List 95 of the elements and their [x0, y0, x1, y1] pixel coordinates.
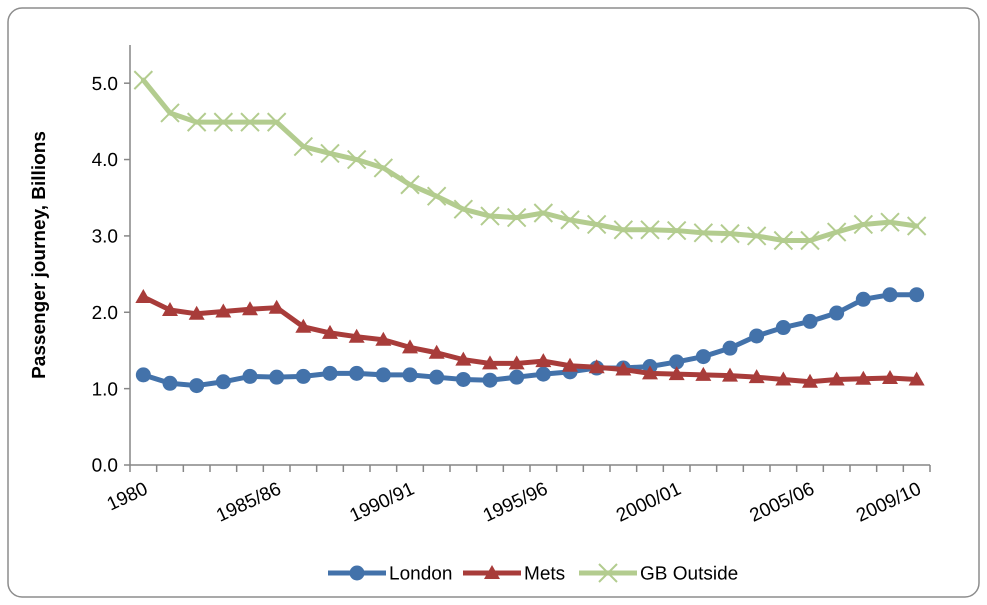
point: [773, 230, 794, 250]
point: [882, 370, 898, 384]
point: [295, 318, 312, 333]
y-tick-label: 5.0: [92, 74, 118, 95]
point: [909, 287, 924, 302]
point: [456, 372, 471, 387]
point: [908, 371, 925, 386]
point: [133, 70, 154, 90]
point: [400, 174, 420, 195]
point: [482, 355, 498, 370]
point: [296, 368, 311, 384]
point: [213, 112, 234, 132]
point: [802, 314, 818, 329]
point: [800, 230, 820, 250]
point: [322, 366, 338, 381]
point: [135, 289, 152, 303]
y-tick-label: 0.0: [92, 456, 118, 477]
point: [775, 371, 792, 386]
point: [160, 102, 180, 123]
point: [480, 206, 500, 226]
point: [293, 136, 314, 157]
point: [535, 353, 552, 368]
point: [536, 366, 551, 382]
point: [322, 324, 338, 339]
point: [856, 292, 871, 307]
point: [346, 150, 367, 170]
point: [429, 370, 444, 385]
legend-label: London: [389, 564, 452, 585]
point: [666, 220, 687, 241]
point: [402, 367, 418, 382]
point: [802, 374, 818, 388]
point: [826, 222, 847, 242]
point: [348, 328, 365, 343]
point: [373, 158, 394, 178]
point: [588, 359, 605, 374]
point: [455, 352, 472, 366]
point: [642, 365, 658, 380]
point: [508, 355, 525, 370]
legend-label: GB Outside: [640, 564, 738, 585]
y-tick-label: 4.0: [92, 150, 118, 172]
point: [242, 368, 258, 384]
point: [186, 112, 207, 132]
point: [640, 220, 660, 240]
point: [562, 358, 578, 372]
point: [509, 370, 524, 385]
legend-label: Mets: [524, 564, 566, 585]
point: [453, 199, 474, 220]
point: [482, 372, 498, 388]
point: [722, 340, 738, 356]
point: [320, 143, 340, 164]
point: [533, 203, 554, 223]
point: [776, 320, 791, 336]
y-tick-label: 1.0: [92, 379, 118, 400]
point: [240, 112, 260, 132]
point: [215, 304, 232, 318]
point: [749, 328, 764, 344]
point: [853, 214, 874, 234]
point: [188, 306, 205, 320]
point: [242, 301, 258, 316]
x-tick-label: 1980: [104, 478, 152, 516]
point: [216, 374, 231, 390]
point: [906, 216, 927, 236]
point: [669, 354, 684, 370]
point: [269, 370, 284, 385]
point: [722, 368, 738, 382]
point: [189, 378, 204, 394]
y-axis-title: Passenger journey, Billions: [29, 131, 50, 379]
point: [375, 332, 392, 346]
point: [855, 370, 872, 385]
point: [506, 208, 527, 228]
point: [828, 371, 845, 386]
point: [266, 112, 287, 132]
point: [426, 186, 447, 206]
point: [668, 366, 685, 380]
point: [880, 212, 900, 232]
point: [162, 302, 178, 316]
point: [586, 214, 607, 234]
point: [136, 367, 151, 382]
point: [746, 226, 767, 246]
point: [829, 306, 844, 321]
point: [376, 367, 391, 382]
y-tick-label: 3.0: [92, 226, 118, 248]
point: [402, 339, 418, 354]
point: [693, 222, 714, 243]
y-tick-label: 2.0: [92, 302, 118, 324]
point: [349, 366, 364, 381]
point: [560, 210, 580, 230]
point: [748, 369, 765, 384]
point: [162, 376, 178, 391]
point: [613, 220, 634, 240]
point: [696, 349, 711, 364]
point: [720, 224, 740, 244]
point: [695, 366, 712, 381]
point: [882, 287, 898, 302]
point: [428, 344, 445, 359]
